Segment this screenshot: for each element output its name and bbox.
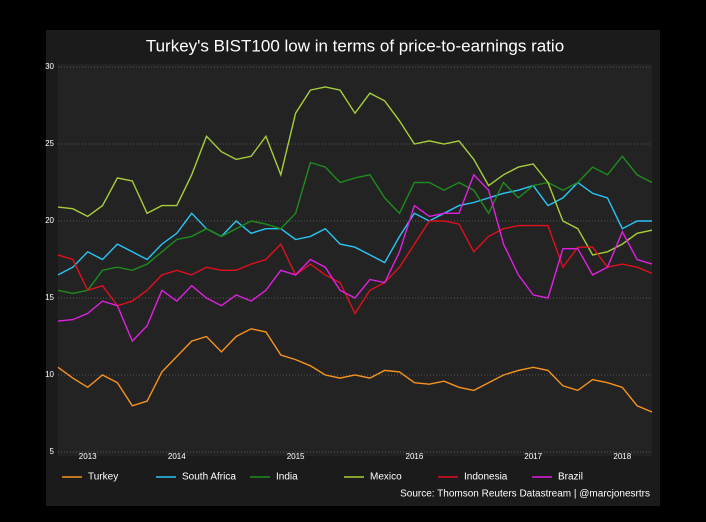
- series-line: [57, 173, 653, 343]
- x-tick-label: 2018: [613, 452, 631, 461]
- y-tick-label: 5: [50, 447, 55, 456]
- x-tick-label: 2016: [406, 452, 424, 461]
- series-line: [57, 220, 653, 315]
- plot-area: [58, 64, 652, 456]
- series-line: [57, 181, 652, 276]
- legend-label: Turkey: [88, 472, 118, 483]
- legend-label: South Africa: [182, 472, 236, 483]
- source: Source: Thomson Reuters Datastream | @ma…: [400, 489, 650, 500]
- legend-label: Mexico: [370, 472, 402, 483]
- series-line: [57, 86, 653, 256]
- y-tick-label: 15: [45, 293, 54, 302]
- y-tick-label: 20: [45, 216, 54, 225]
- legend-label: Indonesia: [464, 472, 508, 483]
- legend-label: India: [276, 472, 298, 483]
- series-line: [57, 155, 653, 295]
- x-tick-label: 2015: [287, 452, 305, 461]
- x-tick-label: 2013: [79, 452, 97, 461]
- y-tick-label: 25: [45, 139, 54, 148]
- y-tick-label: 10: [45, 370, 54, 379]
- legend-label: Brazil: [558, 472, 583, 483]
- x-tick-label: 2014: [168, 452, 186, 461]
- x-tick-label: 2017: [524, 452, 542, 461]
- series-line: [57, 328, 653, 413]
- chart-title: Turkey's BIST100 low in terms of price-t…: [146, 36, 564, 55]
- y-tick-label: 30: [45, 62, 54, 71]
